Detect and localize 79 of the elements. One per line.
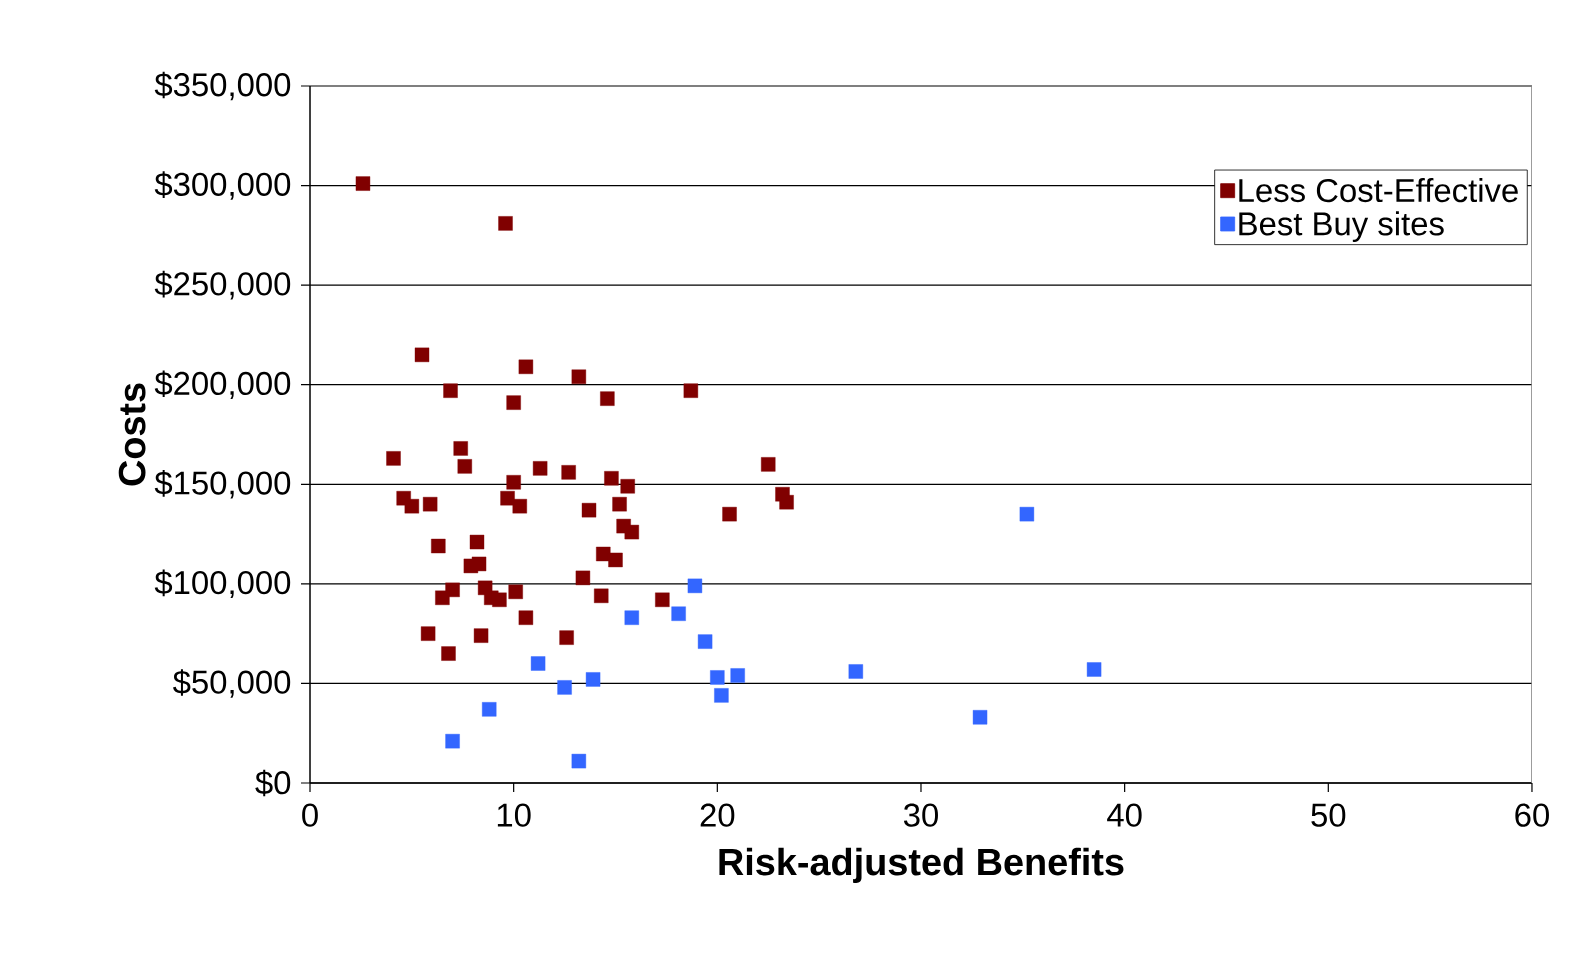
point — [761, 457, 776, 472]
point — [561, 465, 576, 480]
point — [581, 502, 597, 518]
y-tick-label: $300,000 — [154, 171, 291, 200]
point — [500, 491, 515, 506]
point — [571, 753, 587, 769]
point — [1019, 506, 1035, 522]
point — [518, 359, 534, 374]
point — [604, 471, 619, 486]
x-axis-title: Risk-adjusted Benefits — [719, 847, 1124, 883]
point — [722, 506, 737, 522]
point — [671, 606, 686, 621]
point — [559, 630, 574, 645]
point — [571, 369, 587, 384]
point — [972, 710, 988, 725]
y-axis-title: Costs — [118, 383, 146, 486]
point — [779, 495, 794, 510]
point — [498, 216, 513, 231]
point — [431, 538, 446, 554]
point — [655, 592, 670, 607]
point — [482, 702, 497, 717]
y-tick-label: $150,000 — [154, 470, 291, 499]
point — [620, 479, 635, 494]
point — [457, 459, 472, 474]
point — [608, 552, 623, 568]
y-tick-label: $350,000 — [154, 71, 291, 101]
x-tick-label: 60 — [1515, 803, 1549, 827]
point — [848, 664, 864, 679]
point — [596, 546, 611, 562]
point — [435, 590, 450, 605]
y-tick-label: $100,000 — [154, 569, 291, 599]
y-tick-label: $50,000 — [173, 669, 291, 698]
point — [443, 383, 458, 398]
point — [463, 558, 479, 574]
x-tick-label: 20 — [700, 803, 735, 827]
point — [508, 584, 523, 600]
legend-label: Best Buy sites — [1239, 211, 1444, 242]
point — [420, 626, 436, 641]
point — [492, 592, 507, 607]
x-tick-label: 50 — [1311, 803, 1346, 827]
point — [585, 672, 601, 687]
x-tick-label: 30 — [903, 803, 938, 827]
point — [714, 688, 729, 703]
y-tick-label: $250,000 — [154, 270, 291, 300]
point — [414, 347, 430, 363]
point — [600, 391, 615, 406]
point — [594, 588, 609, 603]
x-tick-label: 40 — [1107, 803, 1142, 827]
point — [575, 570, 591, 586]
point — [355, 176, 371, 191]
point — [532, 461, 548, 476]
point — [697, 634, 713, 649]
point — [683, 383, 699, 398]
point — [506, 475, 521, 490]
point — [422, 497, 438, 512]
x-tick-label: 0 — [302, 803, 318, 827]
point — [1086, 662, 1102, 677]
point — [453, 441, 468, 456]
point — [512, 498, 527, 514]
point — [624, 524, 639, 540]
x-tick-label: 10 — [497, 803, 531, 827]
point — [386, 451, 401, 466]
point — [710, 670, 725, 685]
point — [506, 395, 521, 410]
point — [624, 610, 639, 625]
point — [445, 733, 460, 749]
y-tick-label: $0 — [255, 769, 291, 797]
point — [469, 534, 485, 550]
point — [441, 646, 456, 661]
point — [730, 668, 745, 683]
point — [404, 498, 420, 514]
point — [557, 680, 572, 695]
point — [612, 497, 627, 512]
point — [518, 610, 534, 625]
y-tick-label: $200,000 — [154, 370, 291, 399]
legend-label: Less Cost-Effective — [1239, 178, 1518, 203]
point — [530, 656, 546, 671]
point — [687, 578, 703, 594]
point — [473, 628, 489, 643]
